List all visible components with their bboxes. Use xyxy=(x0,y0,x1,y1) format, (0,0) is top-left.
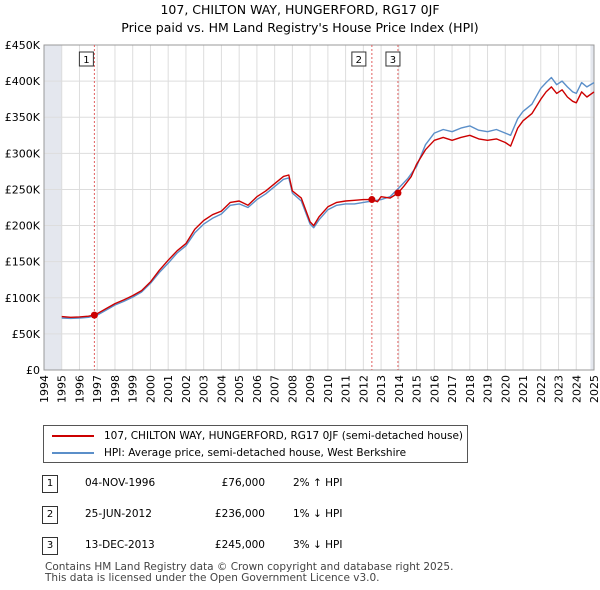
x-tick-label: 2015 xyxy=(411,375,424,403)
x-tick-label: 2019 xyxy=(482,375,495,403)
x-tick-label: 2016 xyxy=(428,375,441,403)
sale-marker-2 xyxy=(368,196,376,204)
x-tick-label: 2001 xyxy=(162,375,175,403)
x-tick-label: 2007 xyxy=(269,375,282,403)
transaction-date: 25-JUN-2012 xyxy=(85,508,152,520)
x-tick-label: 2021 xyxy=(517,375,530,403)
x-tick-label: 2010 xyxy=(322,375,335,403)
x-tick-label: 2004 xyxy=(215,375,228,403)
series-line-hpi xyxy=(61,76,595,320)
sale-label-2: 2 xyxy=(356,55,362,66)
sale-marker-1 xyxy=(90,311,98,319)
x-tick-label: 1996 xyxy=(73,375,86,403)
x-tick-label: 2025 xyxy=(588,375,600,403)
y-tick-label: £300K xyxy=(5,147,41,160)
plot-area xyxy=(44,45,594,370)
shaded-range-0 xyxy=(44,45,62,370)
transaction-number: 2 xyxy=(42,506,58,524)
transaction-hpi: 2% ↑ HPI xyxy=(293,477,343,489)
series-line-property xyxy=(61,86,595,318)
transaction-number: 3 xyxy=(42,537,58,555)
x-tick-label: 1994 xyxy=(38,375,51,403)
x-tick-label: 1998 xyxy=(109,375,122,403)
x-tick-label: 1999 xyxy=(127,375,140,403)
footer-copyright: Contains HM Land Registry data © Crown c… xyxy=(45,561,454,573)
x-tick-label: 2006 xyxy=(251,375,264,403)
x-tick-label: 2013 xyxy=(375,375,388,403)
sale-label-1: 1 xyxy=(83,55,89,66)
legend-item-hpi: HPI: Average price, semi-detached house,… xyxy=(52,445,406,461)
x-tick-label: 2008 xyxy=(286,375,299,403)
x-tick-label: 2017 xyxy=(446,375,459,403)
legend-item-property: 107, CHILTON WAY, HUNGERFORD, RG17 0JF (… xyxy=(52,428,463,444)
y-tick-label: £350K xyxy=(5,111,41,124)
x-tick-label: 2011 xyxy=(340,375,353,403)
price-chart: £0 £50K £100K £150K £200K £250K £300K £350K £400… xyxy=(5,39,600,403)
x-tick-label: 2020 xyxy=(499,375,512,403)
transaction-date: 13-DEC-2013 xyxy=(85,539,155,551)
transaction-price: £245,000 xyxy=(214,539,265,551)
y-tick-label: £250K xyxy=(5,183,41,196)
legend-swatch-property xyxy=(52,435,94,437)
transaction-price: £236,000 xyxy=(214,508,265,520)
sale-label-box-3 xyxy=(385,51,401,67)
sale-label-box-1 xyxy=(78,51,94,67)
transaction-hpi: 1% ↓ HPI xyxy=(293,508,343,520)
x-tick-label: 1997 xyxy=(91,375,104,403)
transaction-date: 04-NOV-1996 xyxy=(85,477,156,489)
legend-swatch-hpi xyxy=(52,452,94,454)
transaction-price: £76,000 xyxy=(221,477,265,489)
transaction-hpi: 3% ↓ HPI xyxy=(293,539,343,551)
shaded-range-1 xyxy=(590,45,594,370)
legend-label-hpi: HPI: Average price, semi-detached house,… xyxy=(104,447,407,459)
x-tick-label: 2003 xyxy=(198,375,211,403)
x-tick-label: 2012 xyxy=(357,375,370,403)
x-tick-label: 2018 xyxy=(464,375,477,403)
y-tick-label: £100K xyxy=(5,292,41,305)
x-tick-label: 2023 xyxy=(553,375,566,403)
x-tick-label: 2014 xyxy=(393,375,406,403)
x-tick-label: 2024 xyxy=(570,375,583,403)
x-tick-label: 2002 xyxy=(180,375,193,403)
sale-label-box-2 xyxy=(351,51,367,67)
y-tick-label: £50K xyxy=(12,328,41,341)
legend-label-property: 107, CHILTON WAY, HUNGERFORD, RG17 0JF (… xyxy=(104,430,464,442)
x-tick-label: 1995 xyxy=(56,375,69,403)
y-tick-label: £200K xyxy=(5,220,41,233)
x-tick-label: 2005 xyxy=(233,375,246,403)
x-tick-label: 2000 xyxy=(144,375,157,403)
footer-license: This data is licensed under the Open Gov… xyxy=(45,572,380,584)
x-tick-label: 2009 xyxy=(304,375,317,403)
transaction-number: 1 xyxy=(42,475,58,493)
y-tick-label: £400K xyxy=(5,75,41,88)
y-tick-label: £150K xyxy=(5,256,41,269)
y-tick-label: £0 xyxy=(26,364,40,377)
legend: 107, CHILTON WAY, HUNGERFORD, RG17 0JF (… xyxy=(43,425,468,463)
y-tick-label: £450K xyxy=(5,39,41,52)
x-tick-label: 2022 xyxy=(535,375,548,403)
chart-subtitle: Price paid vs. HM Land Registry's House … xyxy=(121,20,479,35)
plot-border xyxy=(43,44,595,371)
sale-marker-3 xyxy=(394,189,402,197)
chart-title: 107, CHILTON WAY, HUNGERFORD, RG17 0JF xyxy=(160,2,440,17)
sale-label-3: 3 xyxy=(390,55,396,66)
